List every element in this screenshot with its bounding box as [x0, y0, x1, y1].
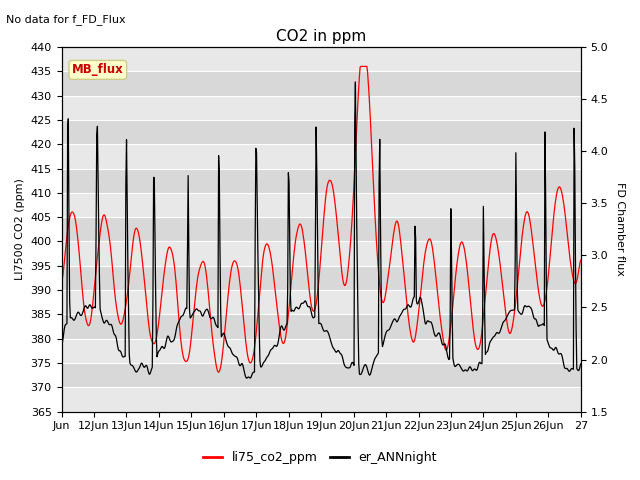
Bar: [61, 314, 581, 339]
Bar: [61, 168, 581, 193]
Text: No data for f_FD_Flux: No data for f_FD_Flux: [6, 14, 126, 25]
Bar: [61, 120, 581, 144]
Bar: [61, 363, 581, 387]
Text: MB_flux: MB_flux: [72, 63, 124, 76]
Y-axis label: LI7500 CO2 (ppm): LI7500 CO2 (ppm): [15, 179, 25, 280]
Bar: [61, 241, 581, 266]
Bar: [61, 71, 581, 96]
Bar: [61, 193, 581, 217]
Bar: [61, 217, 581, 241]
Title: CO2 in ppm: CO2 in ppm: [276, 29, 366, 44]
Bar: [61, 96, 581, 120]
Y-axis label: FD Chamber flux: FD Chamber flux: [615, 182, 625, 276]
Bar: [61, 290, 581, 314]
Bar: [61, 339, 581, 363]
Bar: [61, 144, 581, 168]
Bar: [61, 387, 581, 412]
Bar: [61, 47, 581, 71]
Bar: [61, 266, 581, 290]
Legend: li75_co2_ppm, er_ANNnight: li75_co2_ppm, er_ANNnight: [198, 446, 442, 469]
